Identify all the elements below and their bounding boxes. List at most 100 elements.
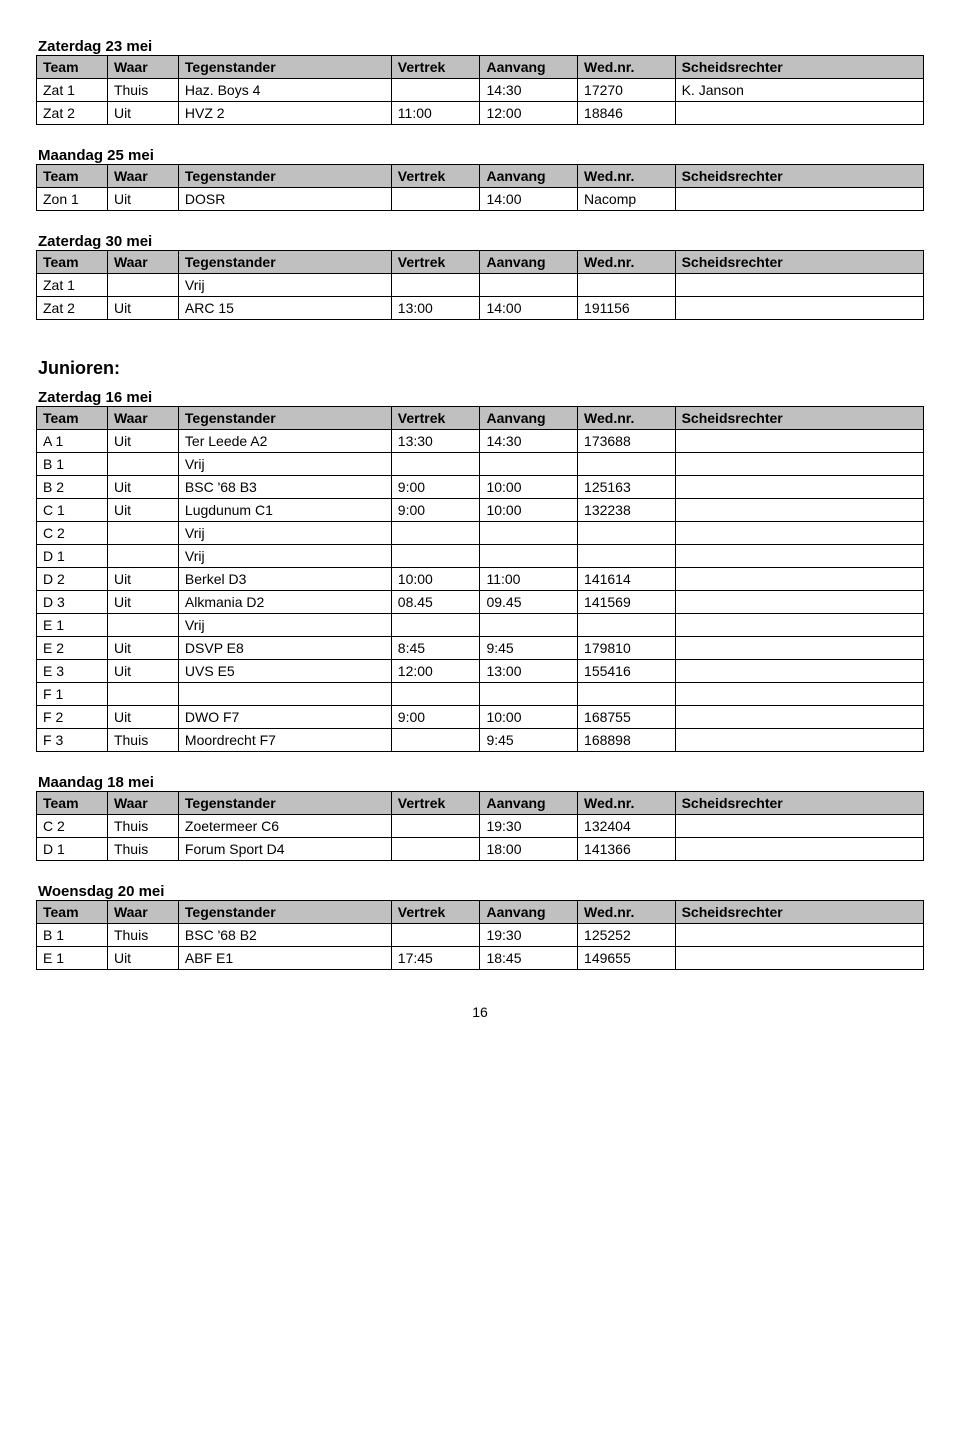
- col-header: Tegenstander: [178, 792, 391, 815]
- table-cell: 132404: [578, 815, 676, 838]
- schedule-table: TeamWaarTegenstanderVertrekAanvangWed.nr…: [36, 164, 924, 211]
- table-cell: C 2: [37, 522, 108, 545]
- table-cell: Haz. Boys 4: [178, 79, 391, 102]
- table-cell: Vrij: [178, 453, 391, 476]
- col-header: Scheidsrechter: [675, 407, 923, 430]
- schedule-table: TeamWaarTegenstanderVertrekAanvangWed.nr…: [36, 406, 924, 752]
- table-cell: HVZ 2: [178, 102, 391, 125]
- table-cell: [578, 522, 676, 545]
- table-cell: [107, 545, 178, 568]
- table-cell: DSVP E8: [178, 637, 391, 660]
- table-row: E 1 Vrij: [37, 614, 924, 637]
- table-cell: F 2: [37, 706, 108, 729]
- table-cell: [107, 683, 178, 706]
- table-cell: 18:45: [480, 947, 578, 970]
- table-cell: C 1: [37, 499, 108, 522]
- table-cell: Uit: [107, 591, 178, 614]
- table-cell: Alkmania D2: [178, 591, 391, 614]
- table-cell: [107, 614, 178, 637]
- table-cell: [675, 683, 923, 706]
- table-cell: BSC '68 B2: [178, 924, 391, 947]
- col-header: Wed.nr.: [578, 165, 676, 188]
- table-cell: Lugdunum C1: [178, 499, 391, 522]
- col-header: Vertrek: [391, 792, 480, 815]
- table-cell: 9:00: [391, 706, 480, 729]
- table-cell: 10:00: [480, 476, 578, 499]
- col-header: Team: [37, 792, 108, 815]
- table-cell: 132238: [578, 499, 676, 522]
- table-cell: D 3: [37, 591, 108, 614]
- table-cell: D 2: [37, 568, 108, 591]
- col-header: Scheidsrechter: [675, 56, 923, 79]
- schedule-table: TeamWaarTegenstanderVertrekAanvangWed.nr…: [36, 55, 924, 125]
- table-row: F 3ThuisMoordrecht F79:45168898: [37, 729, 924, 752]
- table-cell: 19:30: [480, 815, 578, 838]
- col-header: Wed.nr.: [578, 251, 676, 274]
- col-header: Aanvang: [480, 792, 578, 815]
- table-cell: [391, 614, 480, 637]
- col-header: Tegenstander: [178, 407, 391, 430]
- table-cell: 173688: [578, 430, 676, 453]
- col-header: Team: [37, 407, 108, 430]
- table-cell: 141569: [578, 591, 676, 614]
- table-row: A 1UitTer Leede A213:3014:30173688: [37, 430, 924, 453]
- table-cell: [675, 706, 923, 729]
- table-cell: 9:45: [480, 729, 578, 752]
- col-header: Scheidsrechter: [675, 251, 923, 274]
- table-cell: DOSR: [178, 188, 391, 211]
- col-header: Aanvang: [480, 251, 578, 274]
- col-header: Waar: [107, 165, 178, 188]
- table-cell: B 2: [37, 476, 108, 499]
- col-header: Aanvang: [480, 56, 578, 79]
- table-cell: [107, 274, 178, 297]
- table-cell: [675, 522, 923, 545]
- table-cell: 13:00: [480, 660, 578, 683]
- col-header: Wed.nr.: [578, 407, 676, 430]
- table-cell: [391, 79, 480, 102]
- table-cell: Vrij: [178, 545, 391, 568]
- table-cell: [391, 729, 480, 752]
- table-cell: Thuis: [107, 729, 178, 752]
- col-header: Scheidsrechter: [675, 792, 923, 815]
- table-cell: [480, 522, 578, 545]
- table-cell: 10:00: [480, 706, 578, 729]
- table-cell: [578, 614, 676, 637]
- col-header: Waar: [107, 56, 178, 79]
- table-row: B 1ThuisBSC '68 B219:30125252: [37, 924, 924, 947]
- table-cell: B 1: [37, 924, 108, 947]
- col-header: Aanvang: [480, 901, 578, 924]
- table-cell: Vrij: [178, 614, 391, 637]
- table-cell: [675, 614, 923, 637]
- table-cell: Thuis: [107, 838, 178, 861]
- table-cell: 10:00: [391, 568, 480, 591]
- table-row: F 1: [37, 683, 924, 706]
- table-cell: Zat 2: [37, 102, 108, 125]
- table-cell: [578, 453, 676, 476]
- table-cell: Ter Leede A2: [178, 430, 391, 453]
- col-header: Vertrek: [391, 407, 480, 430]
- schedule-table: TeamWaarTegenstanderVertrekAanvangWed.nr…: [36, 791, 924, 861]
- table-row: C 1UitLugdunum C19:0010:00132238: [37, 499, 924, 522]
- table-cell: [578, 545, 676, 568]
- section-title: Maandag 18 mei: [38, 774, 924, 791]
- table-cell: Uit: [107, 430, 178, 453]
- section-title: Zaterdag 16 mei: [38, 389, 924, 406]
- col-header: Tegenstander: [178, 251, 391, 274]
- table-cell: [675, 297, 923, 320]
- table-cell: Vrij: [178, 522, 391, 545]
- table-cell: Thuis: [107, 815, 178, 838]
- table-row: Zat 1ThuisHaz. Boys 414:3017270K. Janson: [37, 79, 924, 102]
- col-header: Waar: [107, 792, 178, 815]
- table-row: D 1Vrij: [37, 545, 924, 568]
- table-cell: 141366: [578, 838, 676, 861]
- table-cell: Uit: [107, 499, 178, 522]
- table-cell: E 1: [37, 614, 108, 637]
- table-cell: Zoetermeer C6: [178, 815, 391, 838]
- table-row: Zon 1UitDOSR14:00Nacomp: [37, 188, 924, 211]
- table-cell: [480, 453, 578, 476]
- table-cell: [675, 815, 923, 838]
- table-cell: [675, 545, 923, 568]
- table-cell: [675, 637, 923, 660]
- col-header: Vertrek: [391, 901, 480, 924]
- table-cell: K. Janson: [675, 79, 923, 102]
